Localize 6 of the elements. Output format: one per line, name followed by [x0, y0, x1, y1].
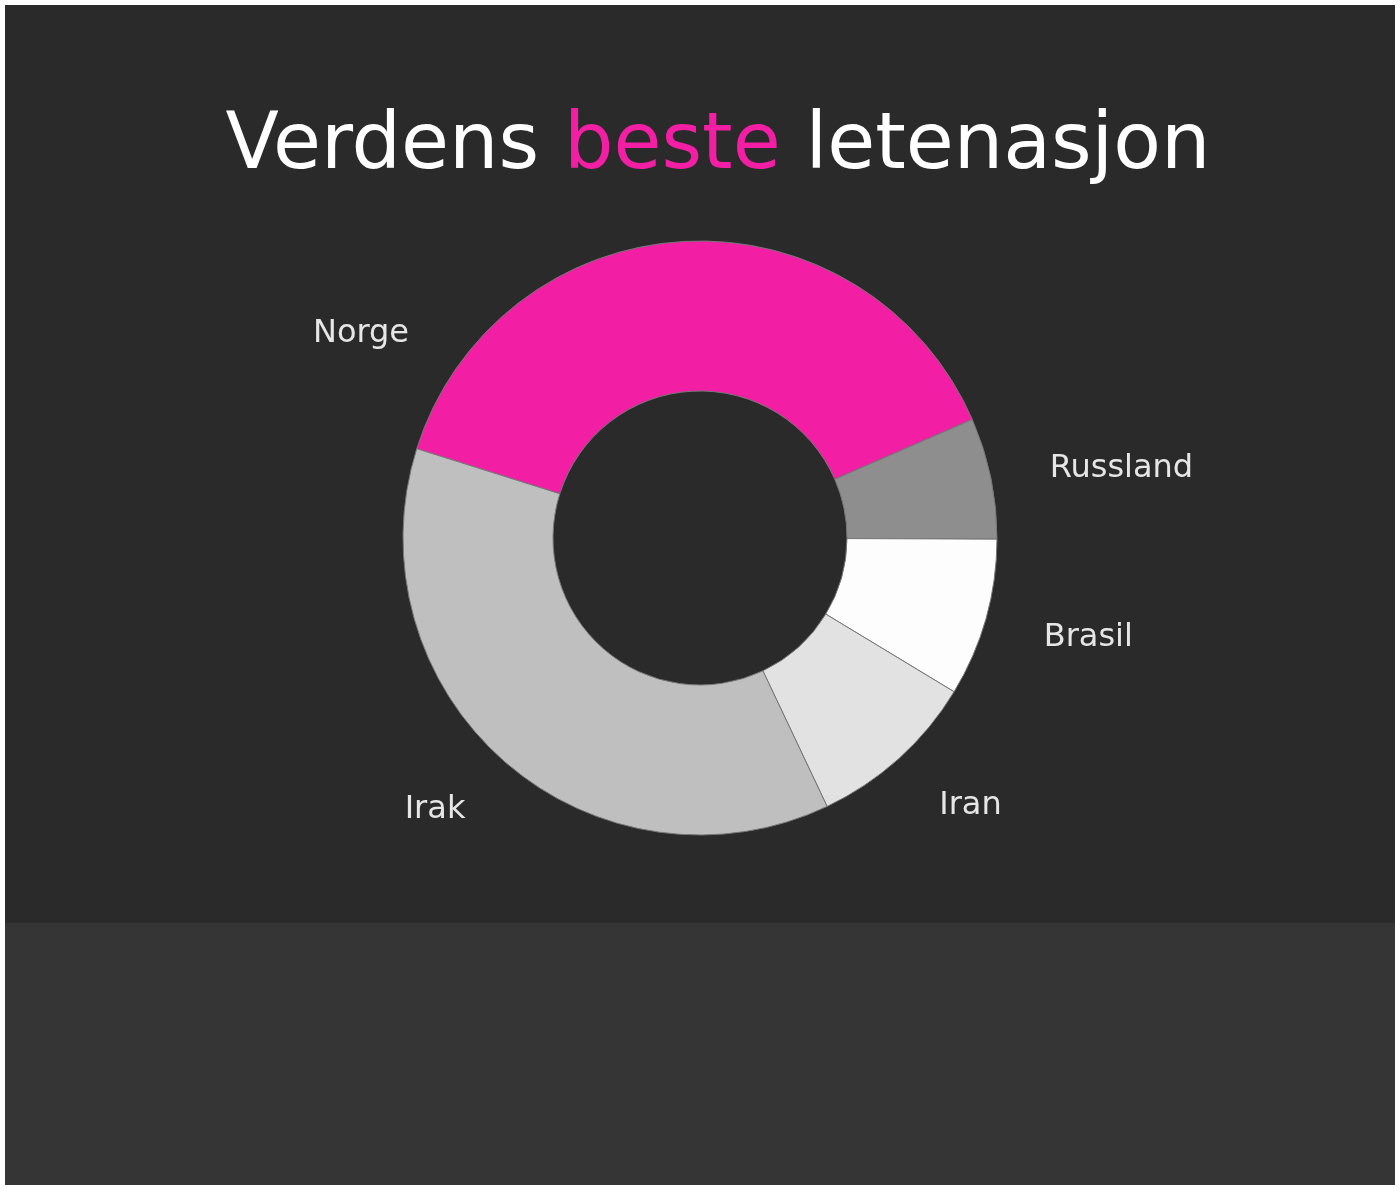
slice-label: Norge: [312, 312, 410, 351]
slice-label: Russland: [1049, 447, 1194, 486]
slice-label: Irak: [404, 788, 466, 827]
slice-label: Iran: [939, 784, 1002, 823]
slice-label: Brasil: [1043, 615, 1133, 654]
chart-title: Verdens beste letenasjon: [225, 96, 1211, 186]
